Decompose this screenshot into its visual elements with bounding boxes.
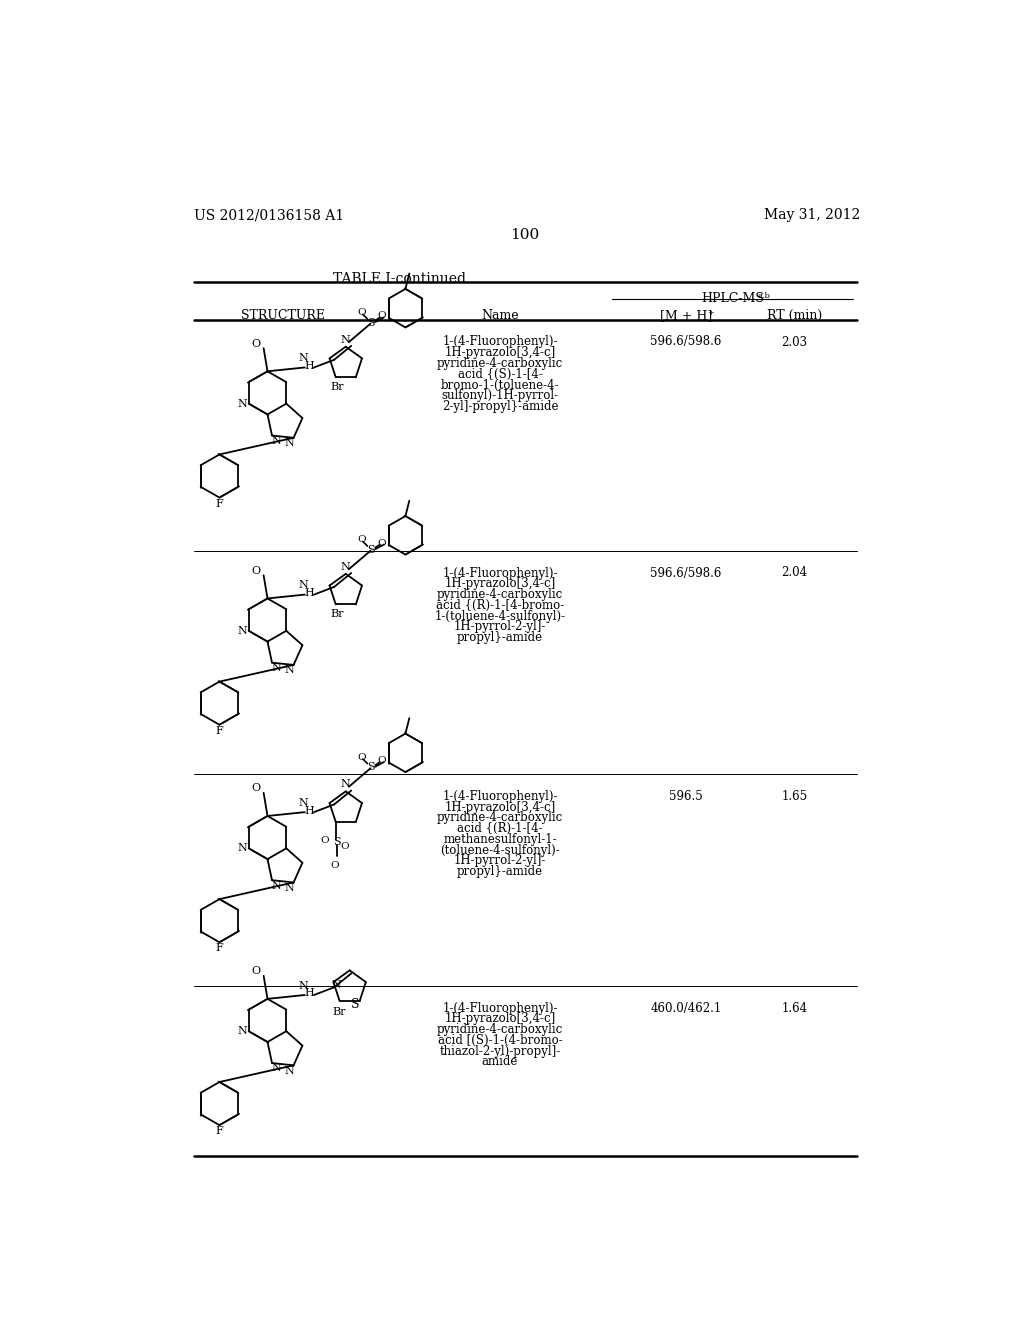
Text: STRUCTURE: STRUCTURE: [241, 309, 325, 322]
Text: [M + H]: [M + H]: [659, 309, 712, 322]
Text: May 31, 2012: May 31, 2012: [764, 209, 860, 223]
Text: N: N: [238, 626, 248, 636]
Text: HPLC-MS: HPLC-MS: [701, 293, 764, 305]
Text: 1H-pyrazolo[3,4-c]: 1H-pyrazolo[3,4-c]: [444, 577, 556, 590]
Text: 1-(4-Fluorophenyl)-: 1-(4-Fluorophenyl)-: [442, 566, 558, 579]
Text: 1H-pyrazolo[3,4-c]: 1H-pyrazolo[3,4-c]: [444, 1012, 556, 1026]
Text: 1-(4-Fluorophenyl)-: 1-(4-Fluorophenyl)-: [442, 335, 558, 348]
Text: O: O: [377, 756, 386, 766]
Text: acid {(S)-1-[4-: acid {(S)-1-[4-: [458, 368, 543, 381]
Text: acid {(R)-1-[4-bromo-: acid {(R)-1-[4-bromo-: [436, 599, 564, 612]
Text: S: S: [351, 998, 359, 1011]
Text: N: N: [332, 981, 341, 990]
Text: acid {(R)-1-[4-: acid {(R)-1-[4-: [457, 822, 543, 836]
Text: 596.5: 596.5: [669, 789, 702, 803]
Text: F: F: [216, 499, 223, 508]
Text: N: N: [298, 581, 308, 590]
Text: RT (min): RT (min): [767, 309, 822, 322]
Text: O: O: [341, 842, 349, 851]
Text: N: N: [341, 562, 350, 572]
Text: N: N: [285, 883, 295, 892]
Text: O: O: [377, 312, 386, 321]
Text: O: O: [321, 836, 329, 845]
Text: 596.6/598.6: 596.6/598.6: [650, 335, 722, 348]
Text: O: O: [357, 309, 366, 317]
Text: sulfonyl)-1H-pyrrol-: sulfonyl)-1H-pyrrol-: [441, 389, 558, 403]
Text: 460.0/462.1: 460.0/462.1: [650, 1002, 722, 1015]
Text: (toluene-4-sulfonyl)-: (toluene-4-sulfonyl)-: [440, 843, 560, 857]
Text: 100: 100: [510, 227, 540, 242]
Text: N: N: [298, 354, 308, 363]
Text: S: S: [368, 545, 375, 554]
Text: 1H-pyrrol-2-yl]-: 1H-pyrrol-2-yl]-: [454, 620, 546, 634]
Text: amide: amide: [482, 1056, 518, 1068]
Text: TABLE I-continued: TABLE I-continued: [333, 272, 466, 285]
Text: O: O: [330, 861, 339, 870]
Text: 1-(4-Fluorophenyl)-: 1-(4-Fluorophenyl)-: [442, 1002, 558, 1015]
Text: O: O: [357, 752, 366, 762]
Text: F: F: [216, 944, 223, 953]
Text: methanesulfonyl-1-: methanesulfonyl-1-: [443, 833, 557, 846]
Text: pyridine-4-carboxylic: pyridine-4-carboxylic: [437, 812, 563, 825]
Text: N: N: [285, 438, 295, 449]
Text: H: H: [304, 589, 314, 598]
Text: Br: Br: [331, 609, 344, 619]
Text: N: N: [341, 335, 350, 345]
Text: Br: Br: [331, 381, 344, 392]
Text: 1.64: 1.64: [781, 1002, 808, 1015]
Text: H: H: [304, 989, 314, 998]
Text: US 2012/0136158 A1: US 2012/0136158 A1: [194, 209, 344, 223]
Text: 596.6/598.6: 596.6/598.6: [650, 566, 722, 579]
Text: +: +: [707, 309, 714, 317]
Text: O: O: [251, 339, 260, 348]
Text: pyridine-4-carboxylic: pyridine-4-carboxylic: [437, 589, 563, 601]
Text: N: N: [238, 399, 248, 409]
Text: 2-yl]-propyl}-amide: 2-yl]-propyl}-amide: [441, 400, 558, 413]
Text: pyridine-4-carboxylic: pyridine-4-carboxylic: [437, 358, 563, 370]
Text: O: O: [251, 783, 260, 793]
Text: a,b: a,b: [758, 290, 770, 298]
Text: 1H-pyrrol-2-yl]-: 1H-pyrrol-2-yl]-: [454, 854, 546, 867]
Text: O: O: [357, 536, 366, 544]
Text: F: F: [216, 726, 223, 735]
Text: F: F: [216, 1126, 223, 1137]
Text: 1-(4-Fluorophenyl)-: 1-(4-Fluorophenyl)-: [442, 789, 558, 803]
Text: propyl}-amide: propyl}-amide: [457, 866, 543, 878]
Text: N: N: [238, 843, 248, 853]
Text: O: O: [251, 566, 260, 576]
Text: 1H-pyrazolo[3,4-c]: 1H-pyrazolo[3,4-c]: [444, 346, 556, 359]
Text: N: N: [285, 665, 295, 676]
Text: Br: Br: [333, 1007, 346, 1016]
Text: pyridine-4-carboxylic: pyridine-4-carboxylic: [437, 1023, 563, 1036]
Text: Name: Name: [481, 309, 519, 322]
Text: N: N: [271, 436, 281, 446]
Text: N: N: [341, 779, 350, 789]
Text: N: N: [271, 880, 281, 891]
Text: thiazol-2-yl)-propyl]-: thiazol-2-yl)-propyl]-: [439, 1044, 560, 1057]
Text: O: O: [251, 966, 260, 975]
Text: S: S: [334, 837, 341, 847]
Text: H: H: [304, 805, 314, 816]
Text: N: N: [298, 797, 308, 808]
Text: N: N: [285, 1065, 295, 1076]
Text: N: N: [271, 1064, 281, 1073]
Text: 1-(toluene-4-sulfonyl)-: 1-(toluene-4-sulfonyl)-: [434, 610, 565, 623]
Text: propyl}-amide: propyl}-amide: [457, 631, 543, 644]
Text: O: O: [377, 539, 386, 548]
Text: N: N: [238, 1026, 248, 1036]
Text: H: H: [304, 360, 314, 371]
Text: 2.03: 2.03: [781, 335, 808, 348]
Text: N: N: [298, 981, 308, 991]
Text: 1H-pyrazolo[3,4-c]: 1H-pyrazolo[3,4-c]: [444, 800, 556, 813]
Text: acid [(S)-1-(4-bromo-: acid [(S)-1-(4-bromo-: [437, 1034, 562, 1047]
Text: bromo-1-(toluene-4-: bromo-1-(toluene-4-: [440, 379, 559, 392]
Text: 2.04: 2.04: [781, 566, 808, 579]
Text: N: N: [271, 663, 281, 673]
Text: S: S: [368, 763, 375, 772]
Text: 1.65: 1.65: [781, 789, 808, 803]
Text: S: S: [368, 318, 375, 327]
